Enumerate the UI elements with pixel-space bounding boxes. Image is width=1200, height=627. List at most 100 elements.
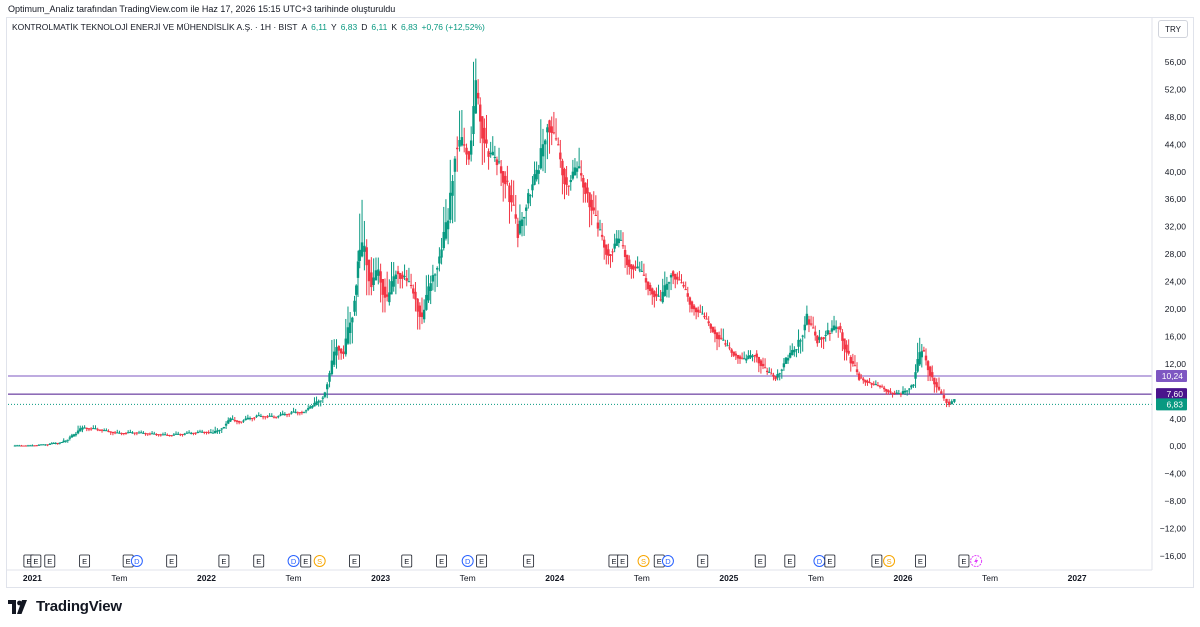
candle-body bbox=[715, 332, 719, 339]
candle-body bbox=[89, 428, 93, 430]
candle-body bbox=[140, 432, 143, 434]
candle-body bbox=[37, 444, 41, 446]
x-tick-label: 2027 bbox=[1068, 573, 1087, 583]
current-price-label: 6,83 bbox=[1166, 399, 1183, 409]
earnings-marker-label: E bbox=[221, 557, 226, 566]
candle-body bbox=[246, 417, 250, 420]
close-value: 6,83 bbox=[400, 22, 418, 32]
candle-body bbox=[177, 433, 180, 435]
candle-body bbox=[157, 434, 160, 436]
earnings-marker bbox=[30, 554, 42, 568]
candle-body bbox=[485, 139, 488, 144]
candle-body bbox=[814, 331, 817, 336]
candle-body bbox=[194, 432, 197, 434]
candle-body bbox=[79, 428, 82, 432]
candle-body bbox=[489, 152, 492, 154]
candle-body bbox=[153, 433, 156, 435]
level-badge-label: 10,24 bbox=[1162, 371, 1184, 381]
candle-body bbox=[667, 282, 671, 284]
open-label: A bbox=[301, 22, 308, 32]
symbol-name: KONTROLMATİK TEKNOLOJİ ENERJİ VE MÜHENDİ… bbox=[12, 22, 298, 32]
candle-body bbox=[891, 392, 894, 394]
candle-body bbox=[901, 391, 905, 395]
candle-body bbox=[126, 432, 130, 434]
candle-body bbox=[268, 415, 271, 417]
dividend-marker bbox=[287, 555, 300, 567]
candle-body bbox=[74, 433, 78, 436]
candle-body bbox=[707, 321, 710, 324]
candle-body bbox=[118, 432, 121, 434]
candle-body bbox=[659, 299, 662, 301]
candle-body bbox=[220, 428, 223, 430]
candle-body bbox=[535, 169, 538, 180]
candle-body bbox=[548, 120, 551, 133]
lightning-icon bbox=[974, 557, 979, 565]
candle-body bbox=[240, 421, 243, 423]
candle-body bbox=[493, 157, 497, 159]
earnings-marker bbox=[218, 554, 230, 568]
x-tick-label: Tem bbox=[460, 573, 476, 583]
candle-body bbox=[531, 184, 534, 191]
candle-body bbox=[845, 344, 848, 353]
candle-body bbox=[70, 435, 74, 438]
candle-body bbox=[337, 346, 341, 351]
candle-body bbox=[46, 444, 49, 446]
candle-body bbox=[722, 339, 725, 341]
price-axis: 56,00 52,00 48,00 44,00 40,00 36,00 32,00 28,00… bbox=[1151, 18, 1186, 570]
candle-body bbox=[778, 373, 781, 375]
candle-body bbox=[399, 272, 402, 279]
horizontal-lines bbox=[8, 375, 1152, 405]
candle-body bbox=[355, 285, 358, 295]
candle-body bbox=[131, 432, 134, 434]
earnings-marker-label: E bbox=[479, 557, 484, 566]
candle-body bbox=[772, 374, 775, 377]
candle-body bbox=[832, 325, 836, 331]
candle-body bbox=[889, 391, 892, 393]
candle-body bbox=[374, 270, 378, 281]
candle-body bbox=[22, 445, 25, 447]
candle-body bbox=[425, 294, 428, 310]
candle-body bbox=[52, 442, 55, 444]
candle-body bbox=[436, 268, 439, 270]
high-label: Y bbox=[331, 22, 337, 32]
brand-logo[interactable]: TradingView bbox=[8, 598, 122, 615]
y-tick-label: −8,00 bbox=[1164, 496, 1186, 506]
candle-body bbox=[705, 318, 708, 320]
candle-body bbox=[740, 357, 744, 359]
candle-body bbox=[98, 429, 102, 431]
candle-body bbox=[365, 247, 368, 266]
candle-body bbox=[190, 432, 193, 434]
candle-body bbox=[768, 371, 771, 373]
candle-body bbox=[692, 305, 696, 310]
currency-button[interactable]: TRY bbox=[1158, 20, 1188, 38]
candle-body bbox=[351, 317, 354, 323]
candle-body bbox=[203, 431, 206, 433]
candle-body bbox=[20, 445, 23, 447]
candle-body bbox=[636, 266, 639, 269]
candle-body bbox=[933, 377, 936, 385]
candle-body bbox=[874, 384, 878, 386]
candle-body bbox=[899, 393, 903, 395]
earnings-marker bbox=[784, 554, 796, 568]
candle-body bbox=[926, 361, 930, 371]
candle-body bbox=[317, 401, 320, 403]
candle-body bbox=[491, 151, 494, 156]
candle-body bbox=[878, 385, 882, 388]
candle-body bbox=[39, 444, 43, 446]
candle-body bbox=[68, 437, 72, 439]
candle-body bbox=[198, 431, 202, 433]
candle-body bbox=[648, 284, 652, 292]
earnings-marker-label: E bbox=[758, 557, 763, 566]
candle-body bbox=[546, 127, 549, 133]
candle-body bbox=[514, 214, 517, 219]
candle-body bbox=[504, 175, 507, 185]
candle-body bbox=[360, 242, 364, 257]
candle-body bbox=[222, 427, 226, 429]
candle-body bbox=[109, 431, 112, 433]
earnings-marker bbox=[166, 554, 178, 568]
candle-body bbox=[598, 229, 602, 231]
candle-body bbox=[35, 445, 38, 447]
candles bbox=[13, 58, 956, 447]
candle-body bbox=[584, 182, 587, 195]
